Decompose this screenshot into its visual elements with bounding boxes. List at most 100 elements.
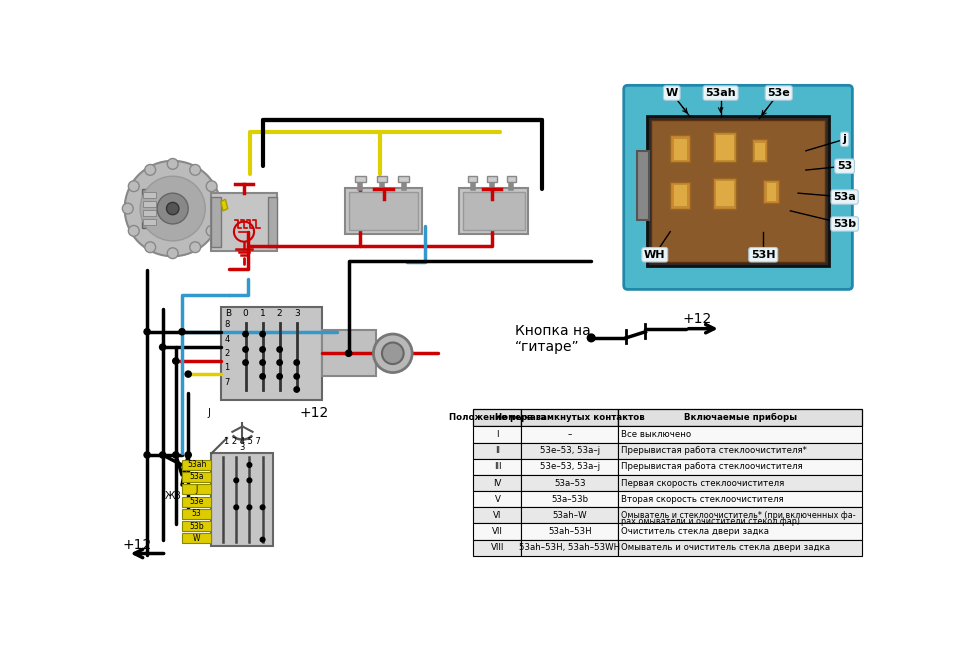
- Bar: [473, 507, 521, 523]
- Bar: [182, 521, 211, 531]
- Circle shape: [234, 478, 239, 483]
- Bar: [765, 182, 777, 201]
- Text: III: III: [493, 463, 501, 472]
- Text: VII: VII: [492, 527, 503, 536]
- Bar: [521, 409, 618, 426]
- Text: 1: 1: [225, 363, 229, 371]
- Circle shape: [276, 347, 282, 352]
- Circle shape: [157, 193, 188, 224]
- Text: 2: 2: [225, 349, 229, 358]
- Bar: [521, 475, 618, 491]
- Circle shape: [247, 463, 252, 467]
- Bar: [463, 192, 524, 230]
- Text: 2: 2: [276, 309, 282, 318]
- Text: W: W: [193, 534, 201, 543]
- Bar: [752, 139, 767, 162]
- Bar: [211, 197, 221, 247]
- Circle shape: [212, 203, 223, 214]
- Bar: [647, 116, 829, 267]
- Text: 53e: 53e: [767, 88, 790, 98]
- Text: J: J: [196, 485, 198, 494]
- Text: Омыватель и очиститель стекла двери задка: Омыватель и очиститель стекла двери задк…: [621, 543, 829, 553]
- Text: –: –: [567, 430, 572, 439]
- Circle shape: [140, 176, 205, 241]
- Text: 53ah–53Н: 53ah–53Н: [548, 527, 591, 536]
- Text: Прерывистая работа стеклоочистителя*: Прерывистая работа стеклоочистителя*: [621, 446, 806, 455]
- Bar: [211, 193, 277, 251]
- Bar: [182, 484, 211, 494]
- Text: 53а–53b: 53а–53b: [551, 495, 588, 504]
- Bar: [618, 459, 862, 475]
- Bar: [521, 507, 618, 523]
- Circle shape: [173, 358, 179, 364]
- Circle shape: [190, 242, 201, 252]
- Circle shape: [206, 226, 217, 236]
- Circle shape: [260, 347, 265, 352]
- Bar: [673, 184, 687, 206]
- Text: 4: 4: [225, 335, 229, 344]
- Circle shape: [588, 334, 595, 342]
- Bar: [521, 491, 618, 507]
- Circle shape: [145, 242, 156, 252]
- Bar: [618, 475, 862, 491]
- Text: 53b: 53b: [833, 219, 856, 229]
- Text: B: B: [226, 309, 231, 318]
- Text: j: j: [843, 134, 847, 144]
- Bar: [473, 475, 521, 491]
- Bar: [521, 459, 618, 475]
- Text: 53a: 53a: [189, 472, 204, 481]
- Circle shape: [185, 452, 191, 458]
- Circle shape: [260, 537, 265, 542]
- Bar: [618, 491, 862, 507]
- Circle shape: [276, 360, 282, 366]
- Text: 53е–53, 53а–j: 53е–53, 53а–j: [540, 446, 600, 455]
- Circle shape: [260, 331, 265, 336]
- Bar: [651, 120, 826, 263]
- Bar: [143, 210, 156, 216]
- Bar: [754, 142, 765, 160]
- Bar: [322, 330, 375, 377]
- Circle shape: [346, 350, 351, 356]
- Text: 53ah–53Н, 53ah–53WН: 53ah–53Н, 53ah–53WН: [519, 543, 620, 553]
- Bar: [521, 523, 618, 540]
- Circle shape: [144, 452, 150, 458]
- Bar: [521, 443, 618, 459]
- Text: J: J: [207, 408, 210, 419]
- Circle shape: [260, 360, 265, 366]
- Bar: [143, 219, 156, 226]
- Circle shape: [129, 226, 139, 236]
- Circle shape: [260, 374, 265, 379]
- Bar: [618, 540, 862, 556]
- Text: 3: 3: [294, 309, 300, 318]
- Circle shape: [243, 331, 249, 336]
- Bar: [398, 176, 409, 182]
- Bar: [473, 459, 521, 475]
- Circle shape: [243, 347, 249, 352]
- Circle shape: [167, 159, 179, 170]
- Text: 53ah: 53ah: [706, 88, 736, 98]
- Bar: [636, 151, 649, 220]
- Bar: [473, 491, 521, 507]
- Text: 53: 53: [837, 161, 852, 171]
- Circle shape: [166, 203, 179, 215]
- Text: Включаемые приборы: Включаемые приборы: [684, 413, 797, 422]
- Text: 53b: 53b: [189, 521, 204, 531]
- Circle shape: [243, 360, 249, 366]
- Circle shape: [122, 203, 133, 214]
- Text: +12: +12: [300, 406, 328, 421]
- Bar: [473, 426, 521, 443]
- Circle shape: [294, 374, 300, 379]
- Text: 53е–53, 53а–j: 53е–53, 53а–j: [540, 463, 600, 472]
- Circle shape: [247, 478, 252, 483]
- Circle shape: [159, 452, 166, 458]
- Circle shape: [145, 164, 156, 175]
- Text: VIII: VIII: [491, 543, 504, 553]
- Bar: [521, 540, 618, 556]
- Bar: [143, 192, 156, 198]
- Bar: [268, 197, 277, 247]
- Circle shape: [125, 161, 221, 256]
- Bar: [670, 135, 689, 162]
- Text: 3: 3: [240, 443, 245, 452]
- Circle shape: [173, 452, 179, 458]
- Text: +12: +12: [683, 313, 712, 327]
